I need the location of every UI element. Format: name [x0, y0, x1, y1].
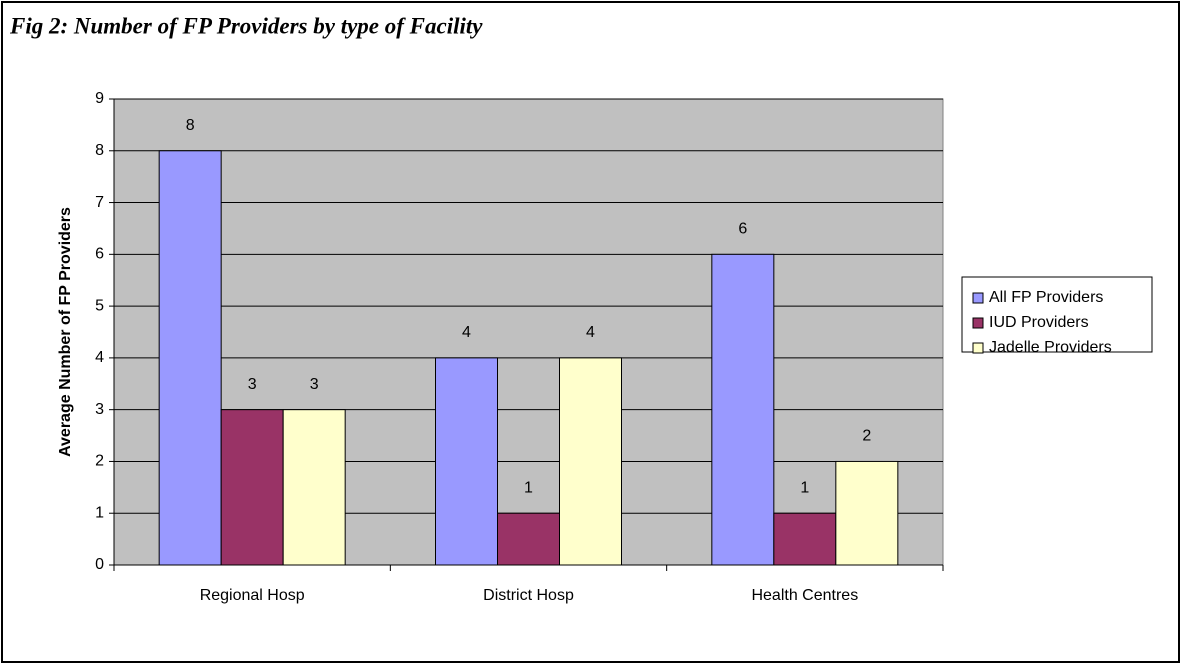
- value-label: 6: [738, 221, 747, 238]
- y-tick-label: 6: [95, 246, 104, 263]
- y-axis-title: Average Number of FP Providers: [57, 207, 74, 457]
- y-tick-label: 8: [95, 142, 104, 159]
- bar: [435, 357, 498, 566]
- bar: [711, 253, 775, 566]
- y-tick-label: 3: [95, 401, 104, 418]
- chart-title: Fig 2: Number of FP Providers by type of…: [9, 13, 483, 38]
- y-tick-label: 1: [95, 504, 104, 521]
- value-label: 4: [586, 324, 595, 341]
- legend-label: IUD Providers: [989, 314, 1089, 331]
- y-tick-label: 0: [95, 556, 104, 573]
- bar: [497, 512, 560, 566]
- y-tick-label: 5: [95, 297, 104, 314]
- legend-swatch: [972, 292, 984, 304]
- value-label: 2: [862, 428, 871, 445]
- bar: [835, 460, 899, 566]
- bar: [559, 357, 622, 566]
- value-label: 1: [524, 479, 533, 496]
- value-label: 8: [186, 117, 195, 134]
- bar: [220, 409, 284, 566]
- x-tick-label: Health Centres: [751, 587, 858, 604]
- bar: [282, 409, 346, 566]
- legend-swatch: [972, 317, 984, 329]
- legend-label: All FP Providers: [989, 289, 1103, 306]
- y-tick-label: 2: [95, 453, 104, 470]
- legend-label: Jadelle Providers: [989, 339, 1112, 356]
- legend-swatch: [972, 342, 984, 354]
- value-label: 4: [462, 324, 471, 341]
- y-tick-label: 9: [95, 90, 104, 107]
- bar: [773, 512, 837, 566]
- value-label: 3: [310, 376, 319, 393]
- x-tick-label: Regional Hosp: [200, 587, 305, 604]
- y-tick-label: 4: [95, 349, 104, 366]
- value-label: 3: [248, 376, 257, 393]
- x-tick-label: District Hosp: [483, 587, 574, 604]
- value-label: 1: [800, 479, 809, 496]
- bar: [158, 150, 222, 566]
- y-tick-label: 7: [95, 194, 104, 211]
- legend: [961, 276, 1153, 353]
